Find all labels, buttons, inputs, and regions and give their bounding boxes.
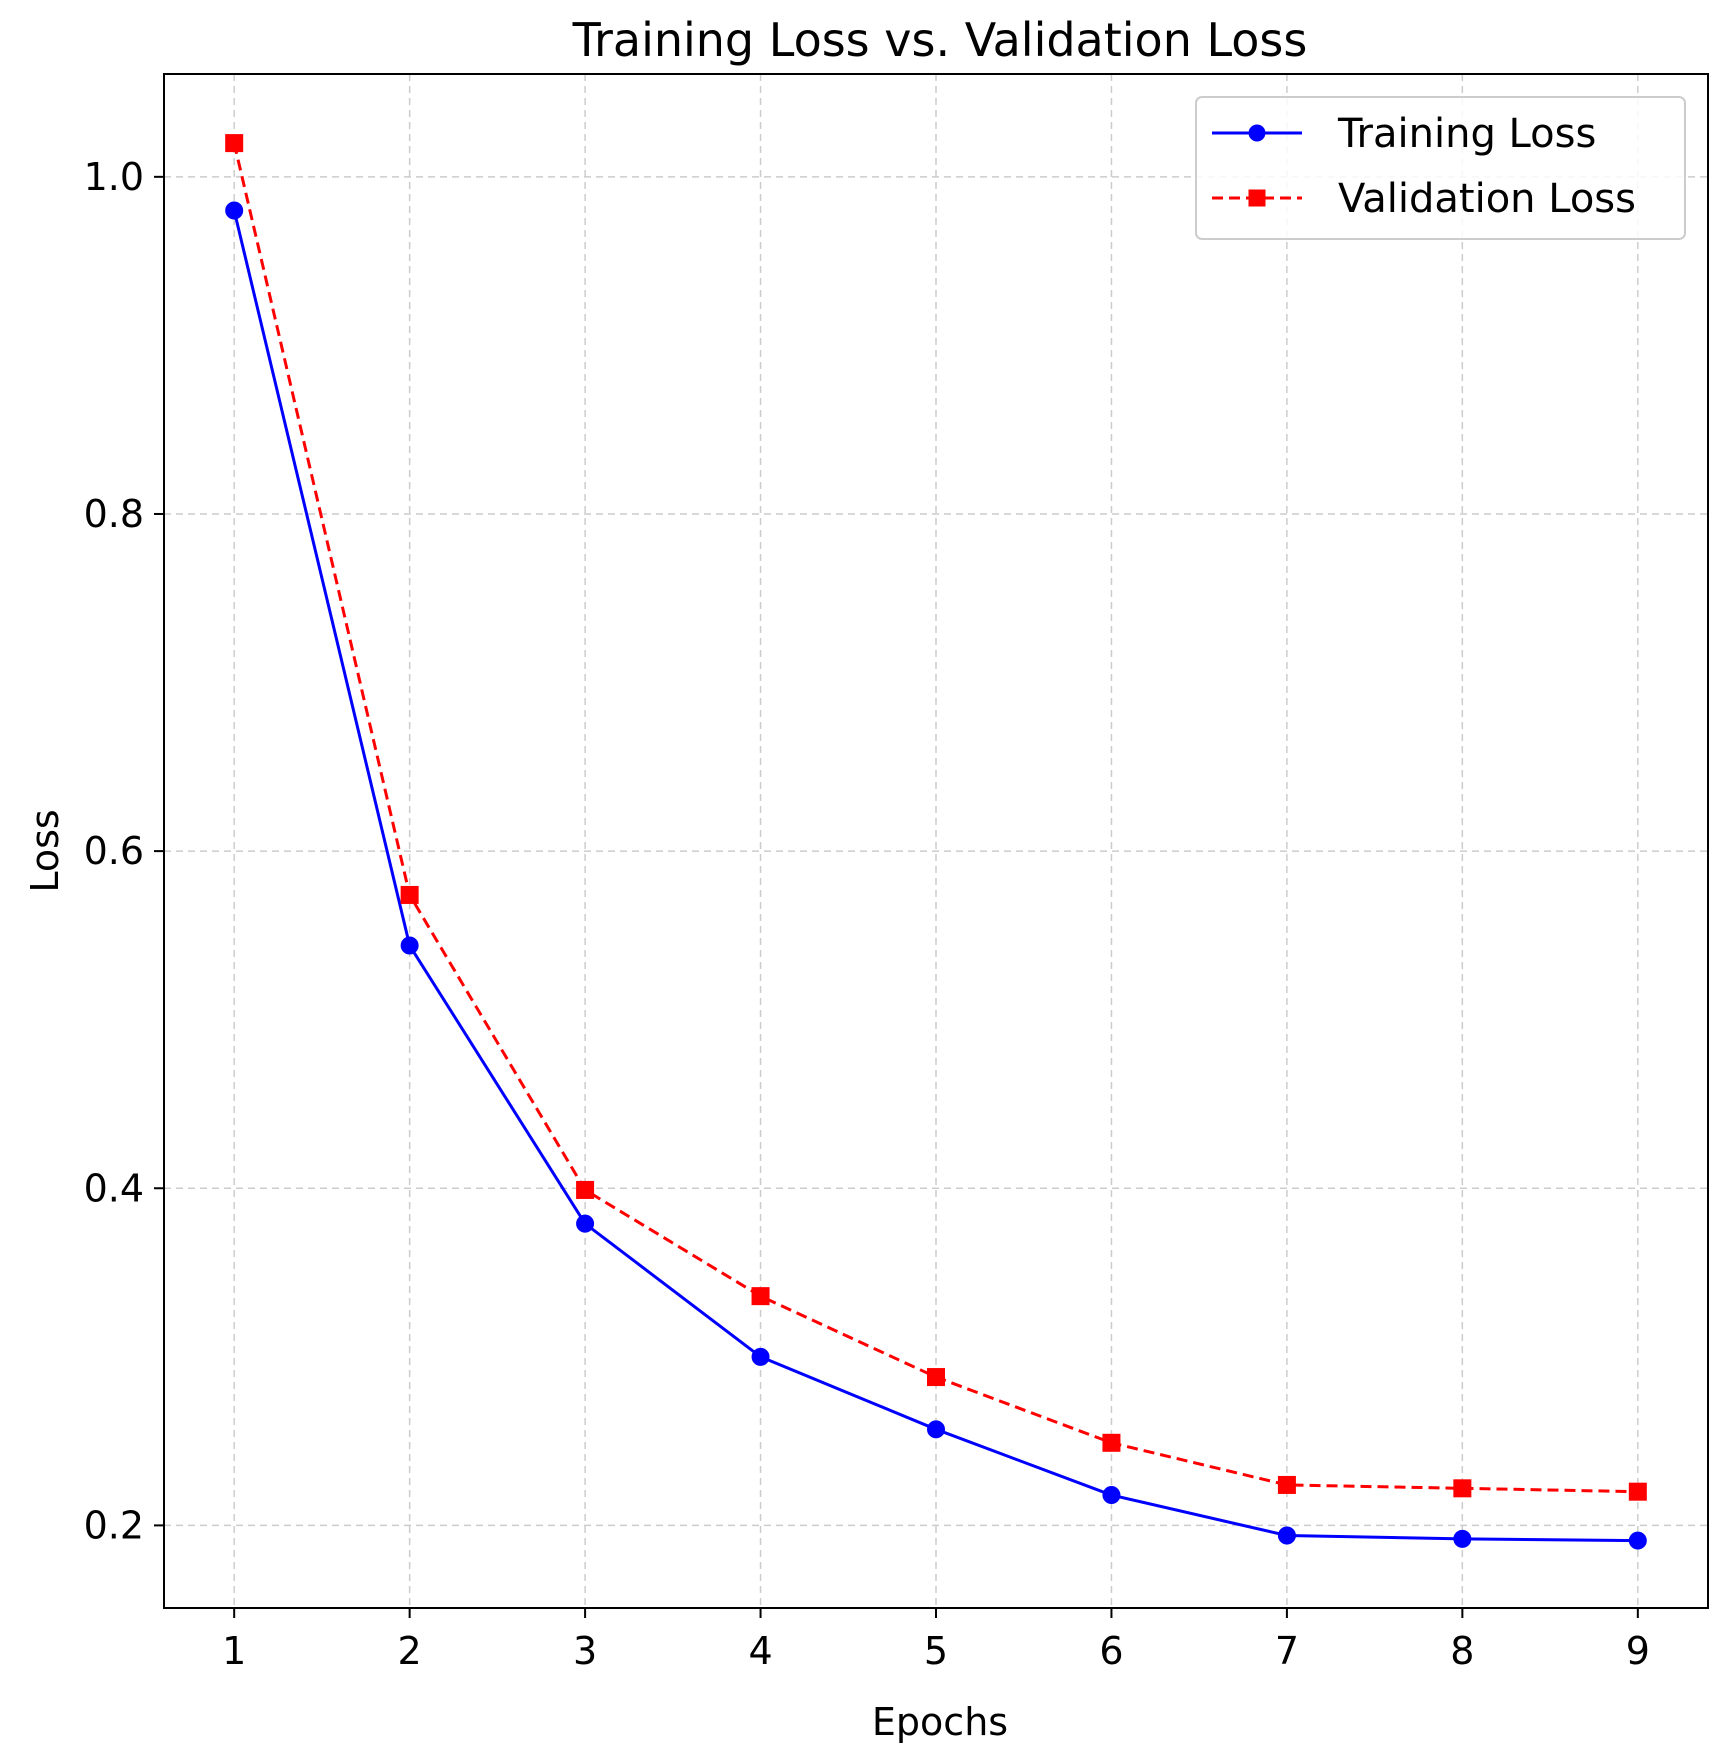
validation-loss-point — [1102, 1433, 1121, 1452]
legend-marker-training-loss — [1248, 124, 1266, 142]
validation-loss-point — [1453, 1479, 1472, 1498]
training-loss-point — [400, 936, 419, 955]
series-layer — [225, 134, 1647, 1550]
chart-title: Training Loss vs. Validation Loss — [572, 13, 1308, 67]
y-axis-title: Loss — [23, 809, 67, 892]
x-tick-label: 1 — [222, 1629, 246, 1673]
training-loss-point — [1102, 1486, 1121, 1505]
training-loss-point — [751, 1347, 770, 1366]
training-loss-point — [1277, 1526, 1296, 1545]
x-tick-label: 6 — [1099, 1629, 1123, 1673]
x-tick-label: 5 — [924, 1629, 948, 1673]
training-loss-point — [1453, 1529, 1472, 1548]
validation-loss-point — [576, 1180, 595, 1199]
validation-loss-point — [1628, 1482, 1647, 1501]
x-axis-title: Epochs — [872, 1700, 1008, 1744]
grid-lines — [164, 74, 1708, 1608]
validation-loss-point — [927, 1368, 945, 1387]
axis-ticks: 1 2 3 4 5 6 7 8 9 0.2 0.4 0.6 0.8 1.0 — [84, 155, 1650, 1673]
training-loss-point — [927, 1420, 945, 1439]
legend: Training Loss Validation Loss — [1195, 96, 1686, 240]
validation-loss-point — [400, 885, 419, 904]
training-loss-point — [1628, 1531, 1647, 1550]
y-tick-label: 0.2 — [84, 1503, 144, 1547]
validation-loss-point — [225, 134, 244, 153]
x-tick-label: 2 — [398, 1629, 422, 1673]
x-tick-label: 9 — [1626, 1629, 1650, 1673]
y-tick-label: 0.4 — [84, 1166, 144, 1210]
y-tick-label: 0.8 — [84, 492, 144, 536]
validation-loss-point — [1277, 1475, 1296, 1494]
legend-marker-validation-loss — [1248, 189, 1266, 207]
y-tick-label: 1.0 — [84, 155, 144, 199]
legend-label-training-loss: Training Loss — [1337, 111, 1596, 157]
x-tick-label: 3 — [573, 1629, 597, 1673]
legend-label-validation-loss: Validation Loss — [1338, 176, 1636, 222]
x-tick-label: 7 — [1275, 1629, 1299, 1673]
x-tick-label: 8 — [1450, 1629, 1474, 1673]
validation-loss-point — [751, 1287, 770, 1306]
training-loss-point — [225, 201, 244, 220]
x-tick-label: 4 — [748, 1629, 772, 1673]
y-tick-label: 0.6 — [84, 829, 144, 873]
training-loss-point — [576, 1214, 595, 1233]
legend-box — [1195, 96, 1686, 240]
